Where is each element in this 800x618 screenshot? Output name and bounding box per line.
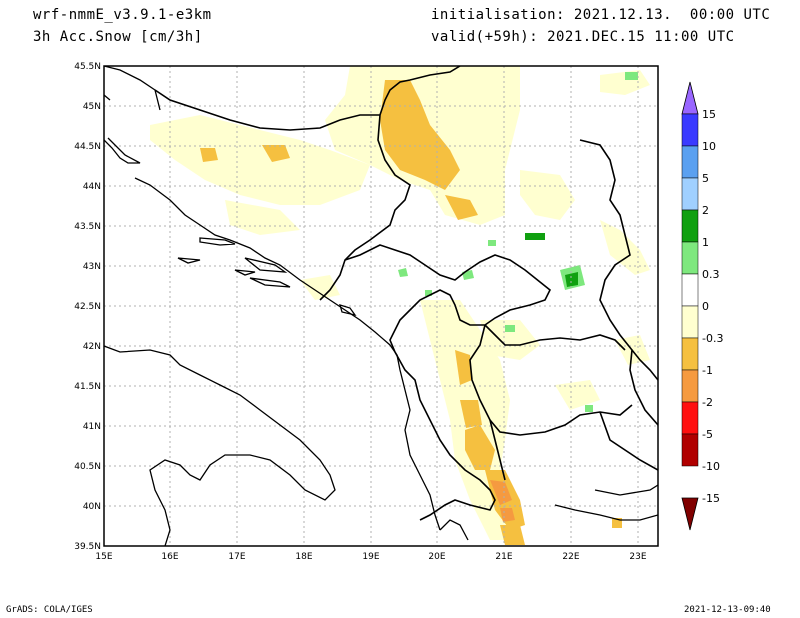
footer-timestamp: 2021-12-13-09:40 (684, 605, 771, 615)
coastlines-borders (104, 66, 658, 546)
field-title: 3h Acc.Snow [cm/3h] (33, 29, 203, 45)
lat-label: 42.5N (74, 302, 101, 312)
lat-label: 39.5N (74, 542, 101, 552)
lat-label: 45N (83, 102, 101, 112)
lon-label: 20E (428, 552, 445, 562)
colorbar-label: 10 (702, 140, 716, 153)
colorbar-arrow-bottom (681, 497, 699, 531)
colorbar-label: -1 (702, 364, 713, 377)
colorbar-swatch (681, 113, 699, 147)
colorbar: 15 10 5 2 1 0.3 0 -0.3 -1 -2 -5 -10 -15 (681, 81, 723, 531)
colorbar-label: 2 (702, 204, 709, 217)
lat-label: 41N (83, 422, 101, 432)
colorbar-label: 0 (702, 300, 709, 313)
gridlines (104, 66, 658, 546)
colorbar-swatch (681, 305, 699, 339)
latitude-labels: 45.5N 45N 44.5N 44N 43.5N 43N 42.5N 42N … (74, 62, 101, 552)
colorbar-swatch (681, 209, 699, 243)
colorbar-arrow-top (681, 81, 699, 115)
lat-label: 44N (83, 182, 101, 192)
colorbar-swatch (681, 337, 699, 371)
colorbar-swatch (681, 241, 699, 275)
init-time: initialisation: 2021.12.13. 00:00 UTC (431, 7, 771, 23)
lat-label: 40.5N (74, 462, 101, 472)
colorbar-swatch (681, 369, 699, 403)
lon-label: 22E (562, 552, 579, 562)
map-frame (103, 65, 659, 547)
colorbar-label: -15 (702, 492, 720, 505)
colorbar-swatch (681, 433, 699, 467)
colorbar-label: -10 (702, 460, 720, 473)
lon-label: 23E (629, 552, 646, 562)
valid-time: valid(+59h): 2021.DEC.15 11:00 UTC (431, 29, 735, 45)
footer-credit: GrADS: COLA/IGES (6, 605, 93, 615)
colorbar-label: -5 (702, 428, 713, 441)
lon-label: 17E (228, 552, 245, 562)
colorbar-label: 15 (702, 108, 716, 121)
model-title: wrf-nmmE_v3.9.1-e3km (33, 7, 212, 23)
colorbar-swatch (681, 273, 699, 307)
lon-label: 21E (495, 552, 512, 562)
lat-label: 44.5N (74, 142, 101, 152)
snow-field (150, 66, 650, 545)
lat-label: 43.5N (74, 222, 101, 232)
lat-label: 41.5N (74, 382, 101, 392)
colorbar-swatch (681, 145, 699, 179)
positive-strong (525, 233, 578, 287)
colorbar-label: -2 (702, 396, 713, 409)
lat-label: 43N (83, 262, 101, 272)
lat-label: 45.5N (74, 62, 101, 72)
lon-label: 18E (295, 552, 312, 562)
lon-label: 15E (95, 552, 112, 562)
colorbar-label: 0.3 (702, 268, 720, 281)
lat-label: 40N (83, 502, 101, 512)
colorbar-label: -0.3 (702, 332, 723, 345)
country-borders (154, 66, 658, 521)
lon-label: 19E (362, 552, 379, 562)
colorbar-swatch (681, 177, 699, 211)
lat-label: 42N (83, 342, 101, 352)
colorbar-label: 5 (702, 172, 709, 185)
colorbar-label: 1 (702, 236, 709, 249)
lon-label: 16E (161, 552, 178, 562)
longitude-labels: 15E 16E 17E 18E 19E 20E 21E 22E 23E (95, 552, 646, 562)
colorbar-swatch (681, 401, 699, 435)
